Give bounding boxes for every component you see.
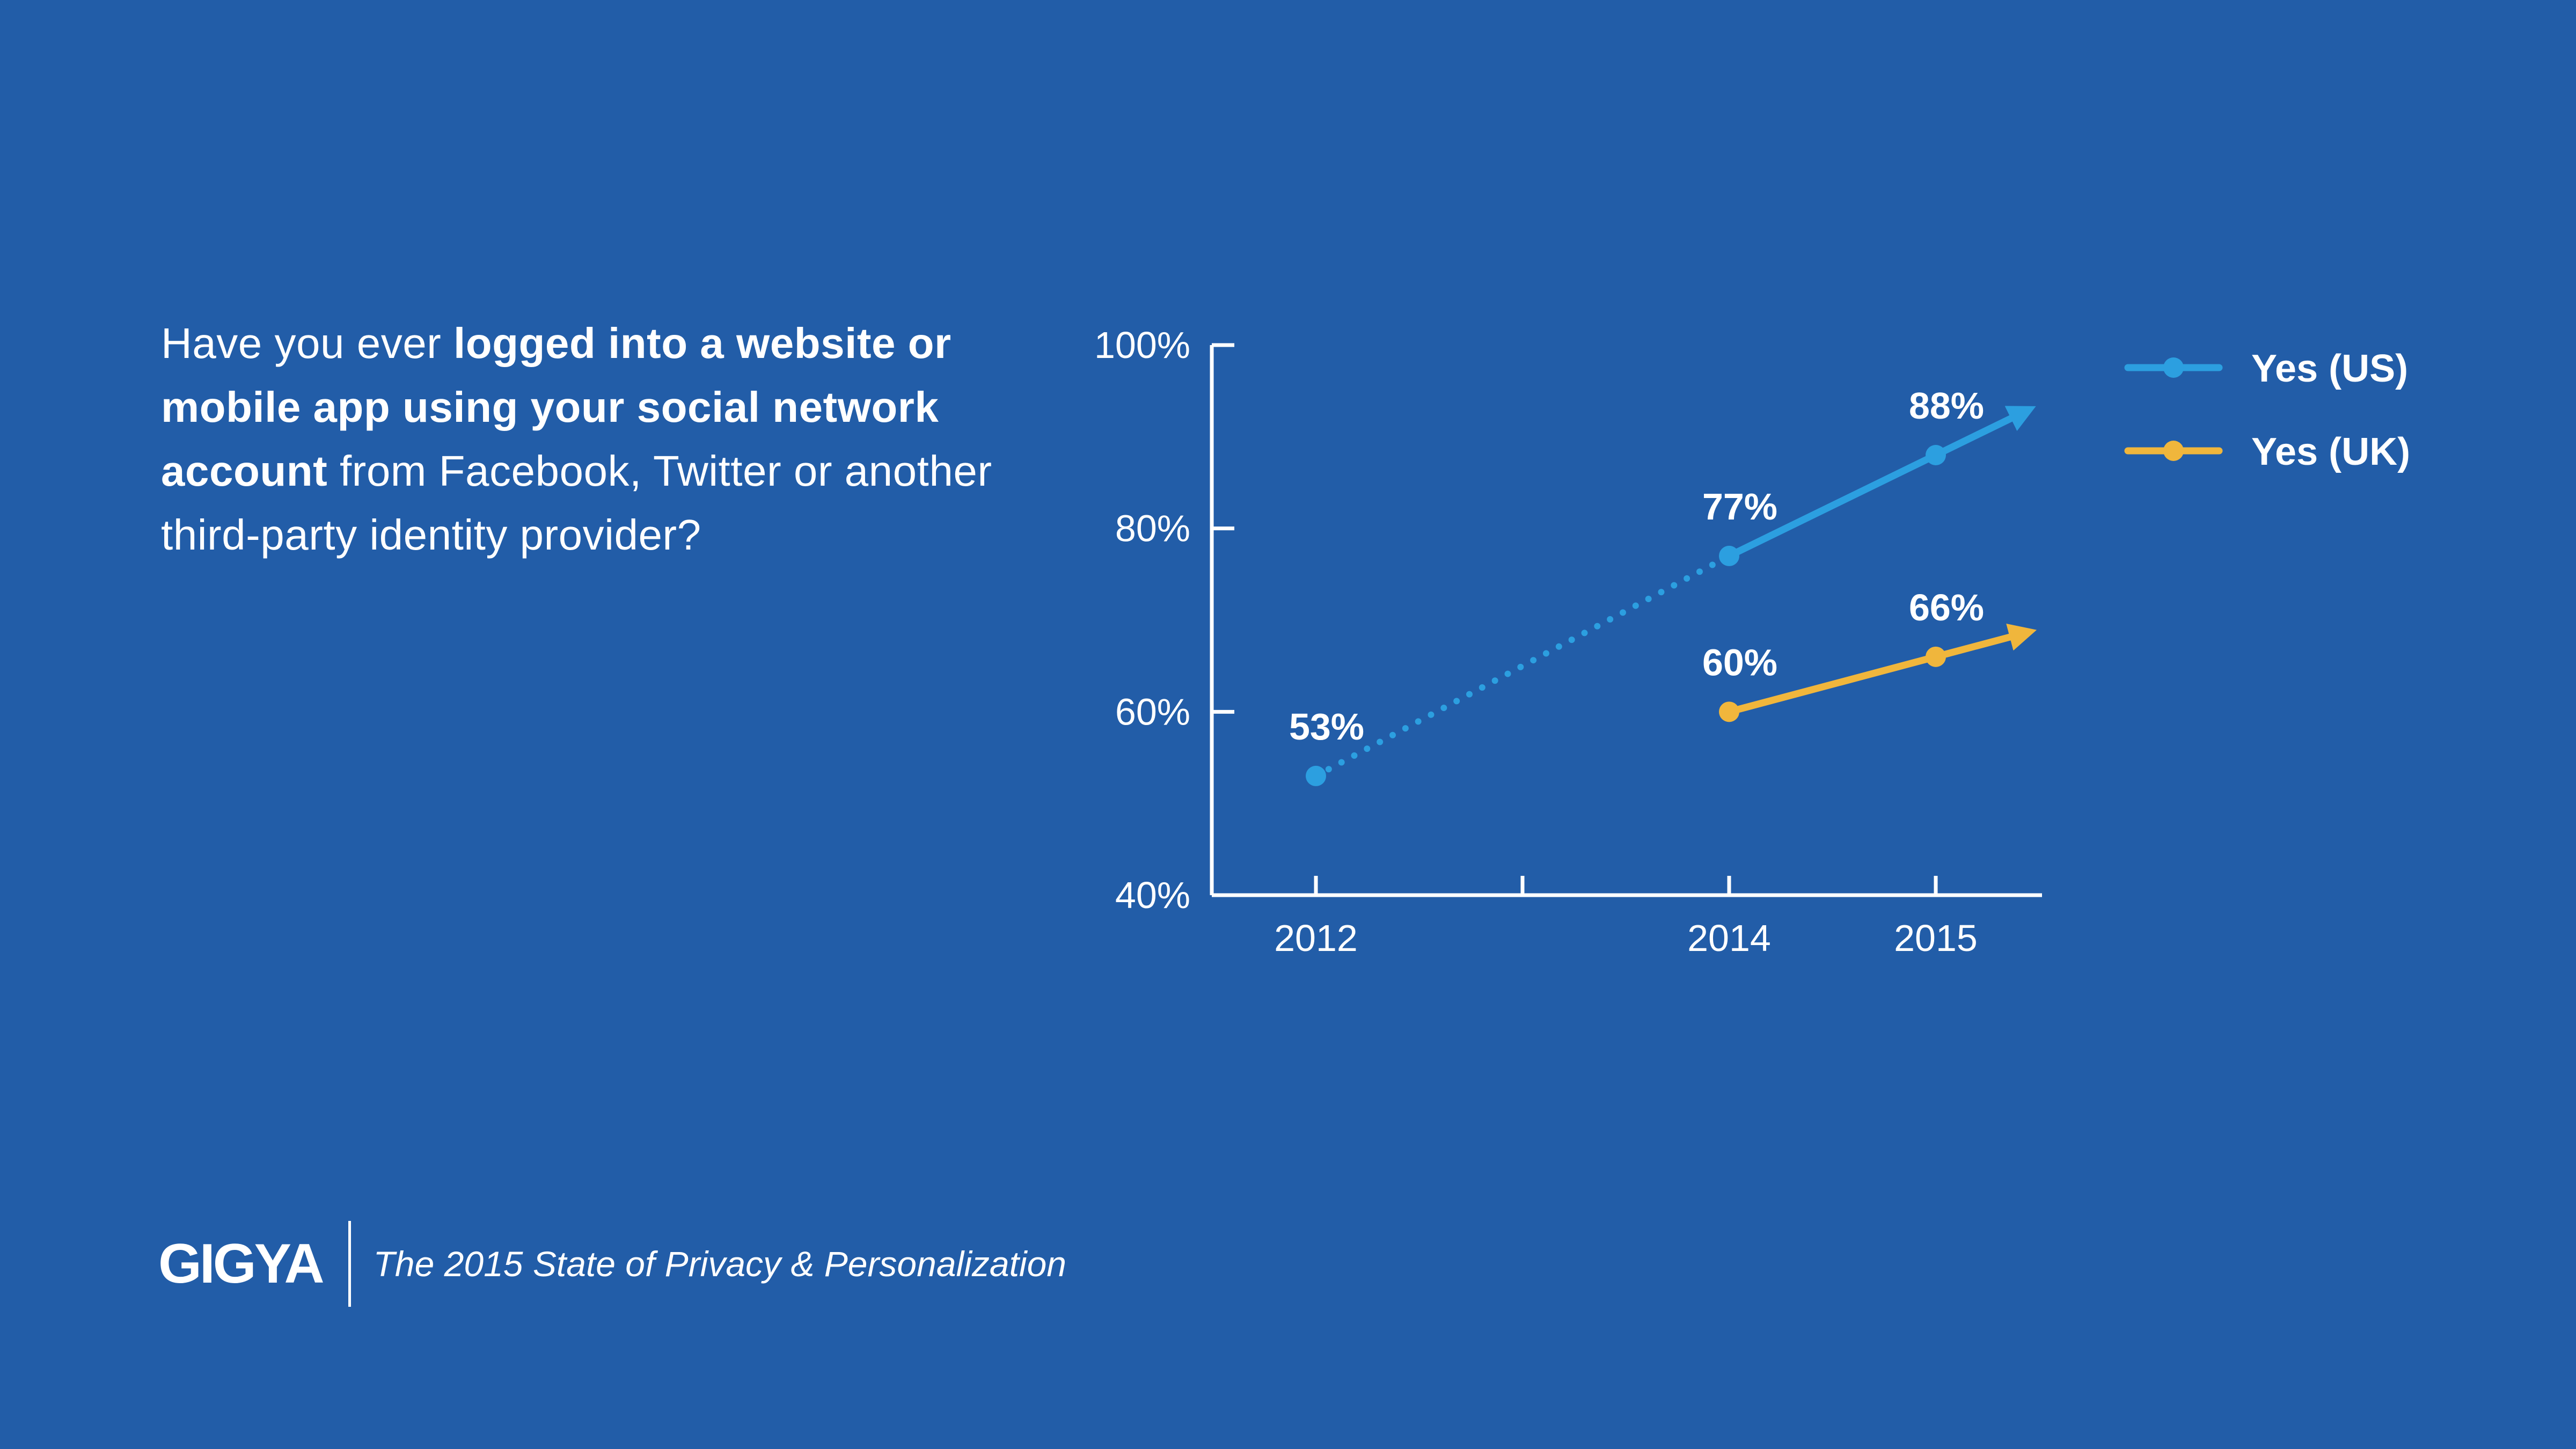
data-label: 88% [1909, 385, 1984, 427]
report-title: The 2015 State of Privacy & Personalizat… [373, 1244, 1066, 1284]
x-tick-label: 2014 [1687, 917, 1771, 959]
data-label: 53% [1289, 706, 1364, 748]
data-point [1719, 545, 1739, 566]
chart-legend: Yes (US) Yes (UK) [2124, 347, 2410, 473]
legend-swatch-dot [2163, 441, 2184, 461]
series-trend-arrow [1934, 406, 2036, 458]
data-point [1926, 646, 1946, 667]
series-line-dotted [1313, 552, 1732, 779]
question-text-start: Have you ever [161, 319, 454, 367]
question-text-end: from Facebook, Twitter or another third-… [161, 447, 992, 559]
data-label: 60% [1702, 641, 1777, 683]
y-tick-label: 60% [1115, 691, 1190, 733]
x-tick-label: 2012 [1274, 917, 1358, 959]
y-tick-label: 80% [1115, 508, 1190, 550]
chart-series [1306, 406, 2037, 786]
gigya-logo: GIGYA [158, 1233, 325, 1295]
chart-axes: 40% 60% 80% 100% 2012 2014 2015 [1094, 324, 2042, 959]
footer: GIGYA The 2015 State of Privacy & Person… [158, 1221, 1066, 1307]
series-line [1725, 451, 1940, 560]
question-text-bold: logged into a website or mobile app usin… [161, 319, 952, 495]
series-line [1725, 653, 1940, 715]
data-point [1719, 701, 1739, 722]
legend-label: Yes (US) [2251, 347, 2408, 390]
data-point [1926, 445, 1946, 465]
data-label: 66% [1909, 587, 1984, 628]
x-tick-label: 2015 [1894, 917, 1978, 959]
data-label: 77% [1702, 486, 1777, 528]
chart-data-labels: 53% 77% 88% 60% 66% [1289, 385, 1984, 748]
legend-label: Yes (UK) [2251, 430, 2410, 473]
footer-divider [348, 1221, 351, 1307]
series-trend-arrow [1935, 624, 2037, 661]
data-point [1306, 765, 1326, 786]
survey-question: Have you ever logged into a website or m… [161, 311, 1009, 567]
y-tick-label: 100% [1094, 324, 1190, 366]
legend-swatch-dot [2163, 357, 2184, 378]
y-tick-label: 40% [1115, 874, 1190, 916]
